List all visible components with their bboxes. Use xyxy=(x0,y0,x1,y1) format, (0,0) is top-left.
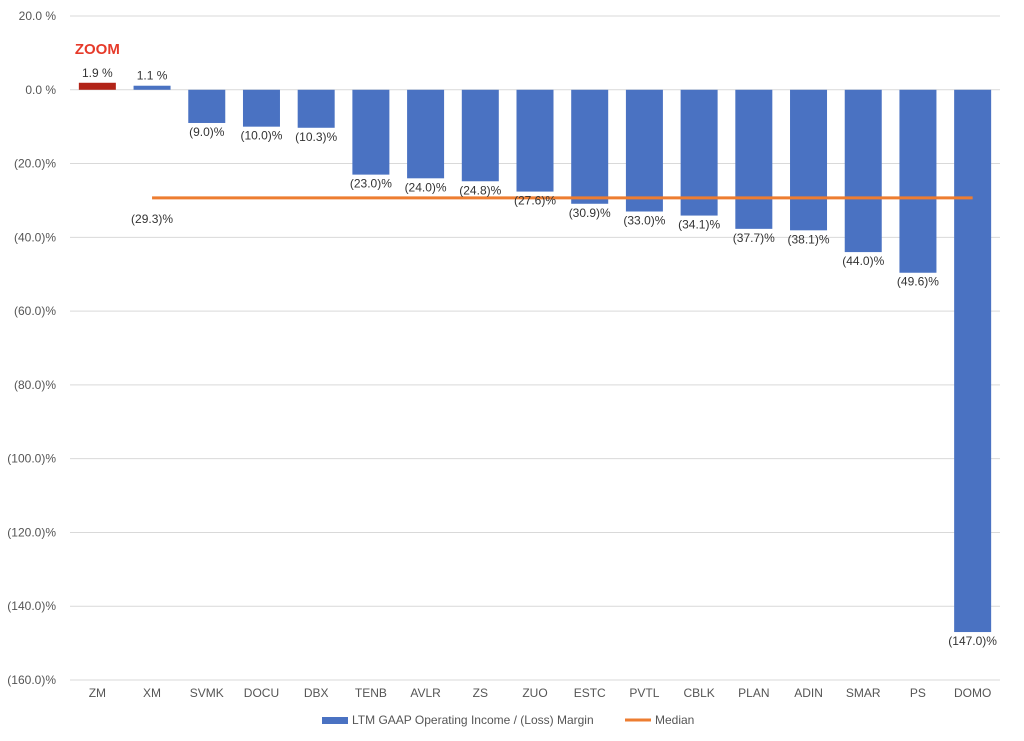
bar-ps xyxy=(899,89,937,273)
data-label: (27.6)% xyxy=(514,194,556,208)
data-label: 1.9 % xyxy=(82,66,113,80)
data-label: (147.0)% xyxy=(948,634,997,648)
bar-cblk xyxy=(680,89,718,216)
median-label: (29.3)% xyxy=(131,212,173,226)
bar-svmk xyxy=(188,89,226,123)
x-tick-label: AVLR xyxy=(410,686,441,700)
bar-smar xyxy=(844,89,882,253)
data-label: (37.7)% xyxy=(733,231,775,245)
x-tick-label: PLAN xyxy=(738,686,769,700)
bar-pvtl xyxy=(625,89,663,212)
callout-group: ZOOM xyxy=(75,41,120,58)
x-tick-label: XM xyxy=(143,686,161,700)
x-tick-label: DOMO xyxy=(954,686,991,700)
data-label: (33.0)% xyxy=(623,214,665,228)
median-line-group: (29.3)% xyxy=(131,196,973,226)
data-label: (30.9)% xyxy=(569,206,611,220)
x-tick-label: TENB xyxy=(355,686,387,700)
x-tick-label: ZM xyxy=(89,686,106,700)
x-tick-label: ADIN xyxy=(794,686,823,700)
y-axis: 20.0 % 0.0 % (20.0)% (40.0)% (60.0)% (80.0)% (… xyxy=(7,9,56,687)
y-tick-label: (80.0)% xyxy=(14,378,56,392)
bar-plan xyxy=(735,89,773,229)
bar-avlr xyxy=(407,89,445,179)
x-tick-label: PVTL xyxy=(629,686,659,700)
y-tick-label: (160.0)% xyxy=(7,673,56,687)
data-label: (24.0)% xyxy=(405,180,447,194)
y-tick-label: 20.0 % xyxy=(19,9,57,23)
bar-estc xyxy=(571,89,609,204)
bar-zs xyxy=(461,89,499,182)
data-label: (24.8)% xyxy=(459,183,501,197)
data-label: (23.0)% xyxy=(350,177,392,191)
bar-docu xyxy=(242,89,280,127)
x-axis: ZM XM SVMK DOCU DBX TENB AVLR ZS ZUO ESTC PVTL CBLK… xyxy=(89,686,992,700)
data-label: (38.1)% xyxy=(788,232,830,246)
bar-xm xyxy=(133,85,171,90)
x-tick-label: DBX xyxy=(304,686,329,700)
bar-zm xyxy=(78,82,116,90)
data-label: (10.0)% xyxy=(240,129,282,143)
bar-domo xyxy=(954,89,992,633)
bar-zuo xyxy=(516,89,554,192)
legend-swatch-bar xyxy=(322,717,348,724)
bar-adin xyxy=(790,89,828,231)
data-label: (34.1)% xyxy=(678,218,720,232)
y-tick-label: (140.0)% xyxy=(7,599,56,613)
bars xyxy=(78,82,992,633)
data-labels: 1.9 % 1.1 % (9.0)% (10.0)% (10.3)% (23.0)% (24… xyxy=(82,66,997,648)
data-label: (44.0)% xyxy=(842,254,884,268)
data-label: (49.6)% xyxy=(897,275,939,289)
x-tick-label: ZS xyxy=(473,686,488,700)
y-tick-label: (100.0)% xyxy=(7,452,56,466)
legend-label-median: Median xyxy=(655,713,694,727)
x-tick-label: ZUO xyxy=(522,686,547,700)
data-label: (9.0)% xyxy=(189,125,225,139)
y-tick-label: (120.0)% xyxy=(7,525,56,539)
legend: LTM GAAP Operating Income / (Loss) Margi… xyxy=(322,713,694,727)
x-tick-label: CBLK xyxy=(683,686,714,700)
y-tick-label: (40.0)% xyxy=(14,230,56,244)
y-tick-label: (60.0)% xyxy=(14,304,56,318)
x-tick-label: PS xyxy=(910,686,926,700)
y-tick-label: (20.0)% xyxy=(14,157,56,171)
y-tick-label: 0.0 % xyxy=(25,83,56,97)
data-label: (10.3)% xyxy=(295,130,337,144)
x-tick-label: ESTC xyxy=(574,686,606,700)
bar-tenb xyxy=(352,89,390,175)
bar-dbx xyxy=(297,89,335,128)
x-tick-label: SVMK xyxy=(190,686,224,700)
data-label: 1.1 % xyxy=(137,69,168,83)
legend-label-series: LTM GAAP Operating Income / (Loss) Margi… xyxy=(352,713,594,727)
x-tick-label: DOCU xyxy=(244,686,279,700)
x-tick-label: SMAR xyxy=(846,686,881,700)
highlight-callout: ZOOM xyxy=(75,41,120,58)
